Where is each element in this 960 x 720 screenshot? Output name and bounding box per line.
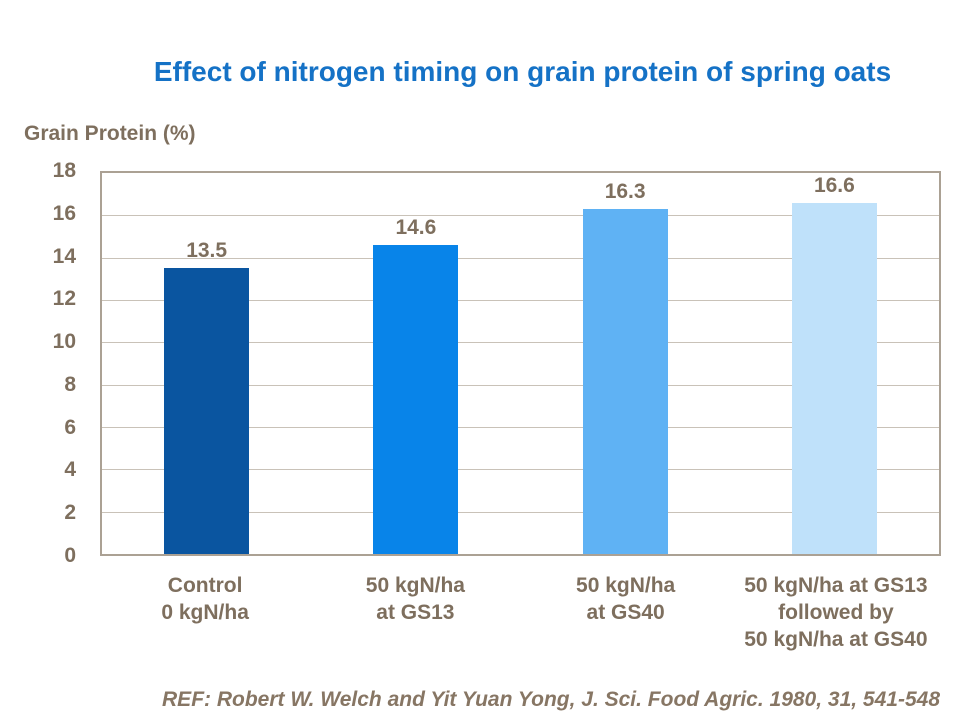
bar-value-label: 13.5 — [186, 239, 228, 263]
gridline — [102, 257, 939, 259]
y-tick-label: 12 — [52, 287, 76, 311]
y-tick-label: 10 — [52, 330, 76, 354]
y-tick-label: 8 — [64, 372, 76, 396]
bar — [373, 244, 459, 554]
gridline — [102, 384, 939, 386]
y-tick-label: 18 — [52, 159, 76, 182]
gridline — [102, 300, 939, 301]
chart-title: Effect of nitrogen timing on grain prote… — [153, 56, 892, 87]
y-tick-label: 4 — [64, 458, 76, 482]
bar-value-label: 16.3 — [604, 179, 646, 203]
bar — [582, 208, 668, 554]
x-axis-category-labels: Control 0 kgN/ha 50 kgN/ha at GS13 50 kgN/… — [100, 572, 941, 662]
gridline — [102, 427, 939, 428]
y-tick-label: 2 — [64, 501, 76, 525]
y-axis-title: Grain Protein (%) — [24, 122, 196, 145]
category-label: Control 0 kgN/ha — [161, 574, 249, 624]
gridline — [102, 469, 939, 471]
bar — [791, 202, 877, 554]
y-tick-label: 16 — [52, 201, 76, 225]
y-tick-label: 14 — [52, 244, 76, 268]
gridline — [102, 511, 939, 513]
y-tick-label: 6 — [64, 415, 76, 439]
gridline — [102, 215, 939, 217]
category-label: 50 kgN/ha at GS13 followed by 50 kgN/ha … — [744, 574, 928, 651]
bar — [164, 268, 250, 554]
category-label: 50 kgN/ha at GS40 — [576, 574, 676, 624]
y-axis-tick-labels: 18 16 14 12 10 8 6 4 2 0 — [0, 159, 76, 567]
y-tick-label: 0 — [64, 544, 76, 567]
bar-value-label: 16.6 — [813, 173, 855, 197]
bar-value-label: 14.6 — [395, 215, 437, 239]
gridline — [102, 342, 939, 344]
plot-area: 13.5 14.6 16.3 16.6 — [100, 171, 941, 556]
reference-citation: REF: Robert W. Welch and Yit Yuan Yong, … — [162, 688, 940, 711]
category-label: 50 kgN/ha at GS13 — [365, 574, 465, 624]
